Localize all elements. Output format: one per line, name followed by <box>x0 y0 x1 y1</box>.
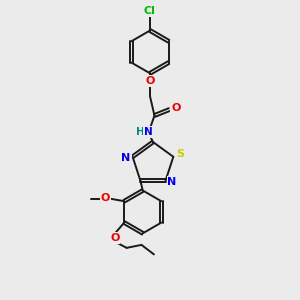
Text: O: O <box>101 193 110 203</box>
Text: O: O <box>145 76 155 86</box>
Text: N: N <box>143 127 152 137</box>
Text: H: H <box>136 127 145 137</box>
Text: S: S <box>176 149 184 159</box>
Text: O: O <box>110 233 119 243</box>
Text: O: O <box>171 103 181 113</box>
Text: N: N <box>122 153 131 163</box>
Text: Cl: Cl <box>143 6 155 16</box>
Text: N: N <box>167 177 177 187</box>
